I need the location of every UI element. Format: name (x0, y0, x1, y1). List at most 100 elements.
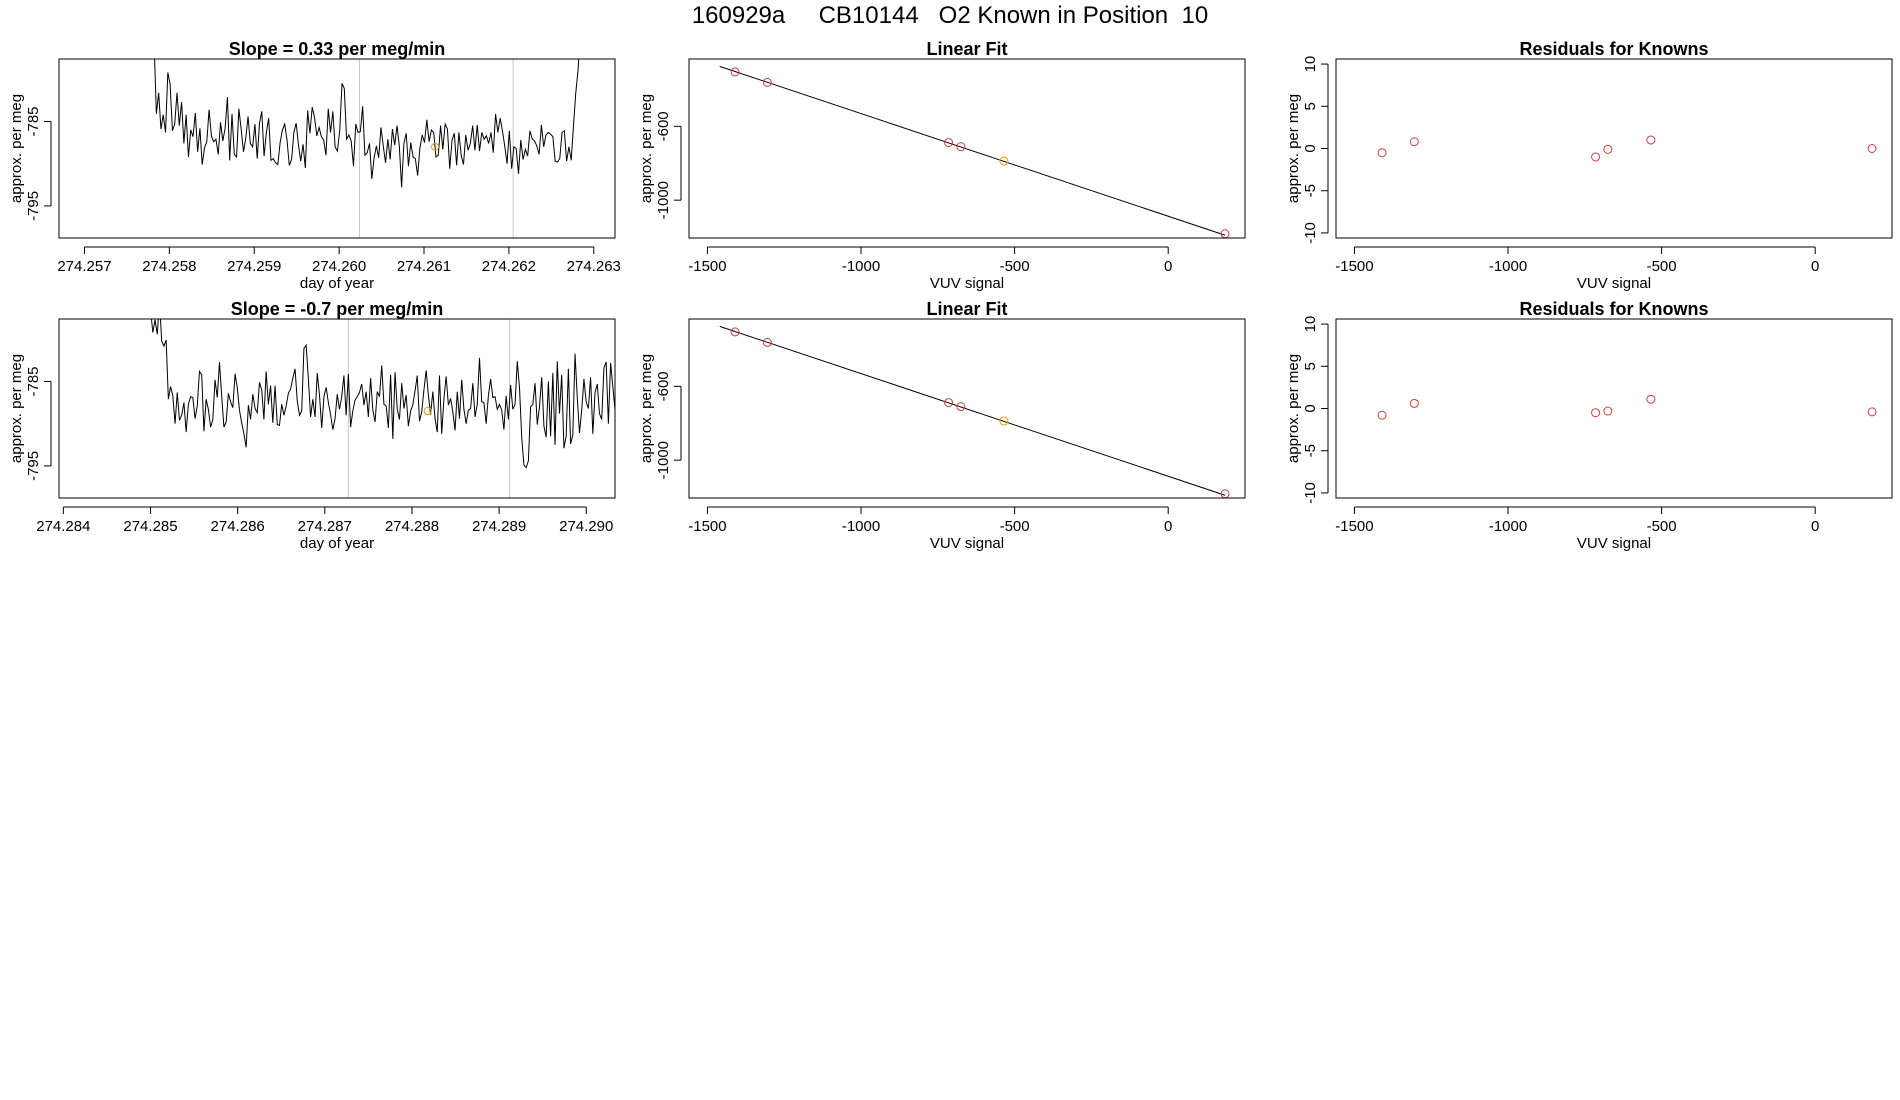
data-point (1409, 137, 1419, 147)
plot-frame (688, 58, 1246, 239)
plot-area (154, 59, 580, 238)
y-axis-label: approx. per meg (638, 94, 655, 203)
y-tick-label: -600 (655, 111, 672, 141)
y-tick-label: -795 (25, 191, 42, 221)
y-tick-label: -1000 (655, 181, 672, 219)
y-tick-label: -10 (1302, 482, 1319, 504)
data-point (999, 156, 1009, 166)
plot-area (719, 65, 1230, 238)
x-tick-label: -1500 (688, 518, 726, 535)
y-tick-label: -5 (1302, 444, 1319, 457)
x-tick-label: 274.289 (472, 518, 526, 535)
x-tick-label: -1000 (842, 258, 880, 275)
x-tick-label: -500 (1000, 518, 1030, 535)
x-tick-label: 274.259 (227, 258, 281, 275)
plot-frame (58, 58, 616, 239)
data-point (1220, 229, 1230, 238)
data-point (1377, 410, 1387, 420)
highlight-point (431, 142, 440, 151)
panel-residuals-1: Residuals for Knowns -1500 -1000 -500 0 VUV s… (1270, 39, 1900, 300)
data-point (1409, 398, 1419, 408)
x-axis-label: day of year (300, 535, 374, 552)
data-point (1591, 152, 1601, 162)
data-point (1603, 144, 1613, 154)
x-tick-label: -500 (1647, 258, 1677, 275)
x-tick-label: 274.260 (312, 258, 366, 275)
y-tick-label: -795 (25, 451, 42, 481)
chart-slope-1: Slope = 0.33 per meg/min 274.257 274.258 27… (8, 39, 621, 292)
chart-title: Residuals for Knowns (1519, 300, 1708, 319)
data-point (999, 416, 1009, 426)
y-tick-label: 10 (1302, 56, 1319, 73)
y-axis-label: approx. per meg (1285, 94, 1302, 203)
x-tick-label: -1000 (1489, 518, 1527, 535)
x-tick-label: 0 (1164, 518, 1172, 535)
chart-residuals-2: Residuals for Knowns -1500 -1000 -500 0 VUV s… (1285, 299, 1893, 552)
panel-residuals-2: Residuals for Knowns -1500 -1000 -500 0 VUV s… (1270, 299, 1900, 560)
x-tick-label: 274.263 (567, 258, 621, 275)
fit-line (719, 325, 1226, 496)
y-tick-label: 5 (1302, 102, 1319, 110)
x-tick-label: -1500 (688, 258, 726, 275)
chart-title: Linear Fit (926, 300, 1007, 319)
data-point (1646, 394, 1656, 404)
plot-area (719, 325, 1230, 498)
y-tick-label: 0 (1302, 404, 1319, 412)
y-axis-label: approx. per meg (638, 354, 655, 463)
x-axis-label: VUV signal (1577, 275, 1651, 292)
x-axis-label: VUV signal (1577, 535, 1651, 552)
fit-line (719, 65, 1226, 236)
data-point (1867, 407, 1877, 417)
x-tick-label: 274.257 (57, 258, 111, 275)
chart-residuals-1: Residuals for Knowns -1500 -1000 -500 0 VUV s… (1285, 39, 1893, 292)
chart-linear-fit-1: Linear Fit -1500 -1000 -500 0 VUV signal -600 -… (638, 39, 1246, 292)
data-point (944, 138, 954, 148)
x-tick-label: 0 (1164, 258, 1172, 275)
figure-title: 160929a CB10144 O2 Known in Position 10 (691, 2, 1209, 29)
y-tick-label: 0 (1302, 144, 1319, 152)
chart-slope-2: Slope = -0.7 per meg/min 274.284 274.285 27… (8, 299, 616, 552)
data-point (1646, 135, 1656, 145)
x-tick-label: 0 (1811, 258, 1819, 275)
x-axis-label: day of year (300, 275, 374, 292)
plot-frame (688, 318, 1246, 499)
x-tick-label: 274.287 (298, 518, 352, 535)
x-tick-label: 274.262 (482, 258, 536, 275)
chart-title: Residuals for Knowns (1519, 40, 1708, 59)
highlight-point (423, 407, 432, 416)
panel-slope-2: Slope = -0.7 per meg/min 274.284 274.285 27… (0, 299, 625, 560)
data-point (956, 142, 966, 152)
y-tick-label: -10 (1302, 222, 1319, 244)
y-tick-label: -600 (655, 371, 672, 401)
y-tick-label: 5 (1302, 362, 1319, 370)
plot-area (150, 319, 615, 498)
data-point (1603, 406, 1613, 416)
x-axis-label: VUV signal (930, 535, 1004, 552)
x-tick-label: 274.284 (36, 518, 90, 535)
chart-title: Linear Fit (926, 40, 1007, 59)
x-tick-label: 274.288 (385, 518, 439, 535)
chart-title: Slope = -0.7 per meg/min (231, 300, 444, 319)
y-axis-label: approx. per meg (8, 354, 25, 463)
data-point (1220, 489, 1230, 498)
plot-frame (1335, 318, 1893, 499)
x-tick-label: -1000 (842, 518, 880, 535)
y-axis-label: approx. per meg (8, 94, 25, 203)
x-tick-label: 274.285 (123, 518, 177, 535)
x-tick-label: 274.261 (397, 258, 451, 275)
y-tick-label: -785 (25, 366, 42, 396)
panel-slope-1: Slope = 0.33 per meg/min 274.257 274.258 27… (0, 39, 625, 300)
plot-area (1377, 135, 1877, 162)
y-tick-label: -1000 (655, 441, 672, 479)
plot-area (1377, 394, 1877, 420)
data-point (762, 337, 772, 347)
x-tick-label: 274.258 (142, 258, 196, 275)
y-axis-label: approx. per meg (1285, 354, 1302, 463)
chart-linear-fit-2: Linear Fit -1500 -1000 -500 0 VUV signal -600 -… (638, 299, 1246, 552)
x-tick-label: -500 (1647, 518, 1677, 535)
data-point (1377, 148, 1387, 158)
y-tick-label: -785 (25, 106, 42, 136)
x-tick-label: 274.286 (211, 518, 265, 535)
data-point (1867, 144, 1877, 153)
panel-linear-fit-1: Linear Fit -1500 -1000 -500 0 VUV signal -600 -… (630, 39, 1270, 300)
